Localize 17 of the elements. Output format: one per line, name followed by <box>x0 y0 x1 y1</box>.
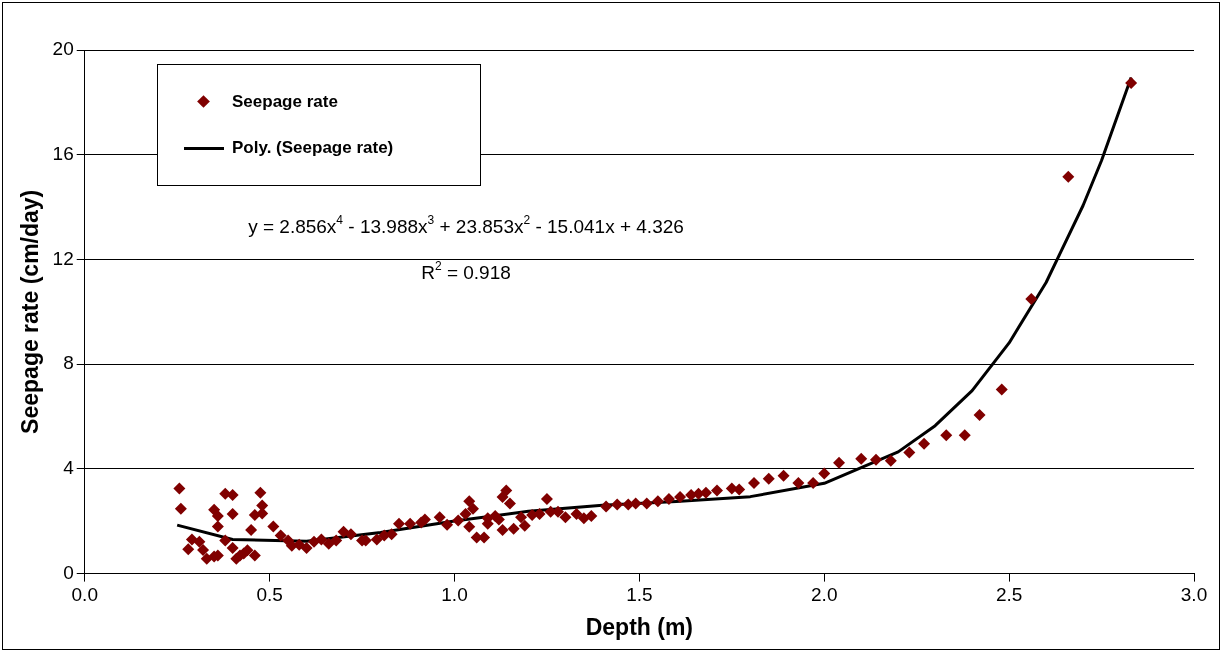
y-tick-label: 12 <box>52 247 74 269</box>
y-tick-label: 16 <box>52 142 74 164</box>
x-tick-label: 1.0 <box>441 584 468 606</box>
legend-label: Seepage rate <box>232 92 338 112</box>
x-tick-label: 0.0 <box>71 584 98 606</box>
y-tick-label: 4 <box>63 457 75 479</box>
x-tick-label: 2.5 <box>995 584 1023 606</box>
x-tick-label: 2.0 <box>811 584 838 606</box>
legend-label: Poly. (Seepage rate) <box>232 138 394 158</box>
y-axis-title: Seepage rate (cm/day) <box>17 189 44 434</box>
x-tick-label: 1.5 <box>626 584 653 606</box>
x-axis-title: Depth (m) <box>585 613 694 640</box>
y-tick-label: 0 <box>63 561 74 583</box>
y-tick-label: 20 <box>52 38 74 60</box>
y-tick-label: 8 <box>63 352 74 374</box>
x-tick-label: 3.0 <box>1180 584 1208 606</box>
x-tick-label: 0.5 <box>256 584 283 606</box>
